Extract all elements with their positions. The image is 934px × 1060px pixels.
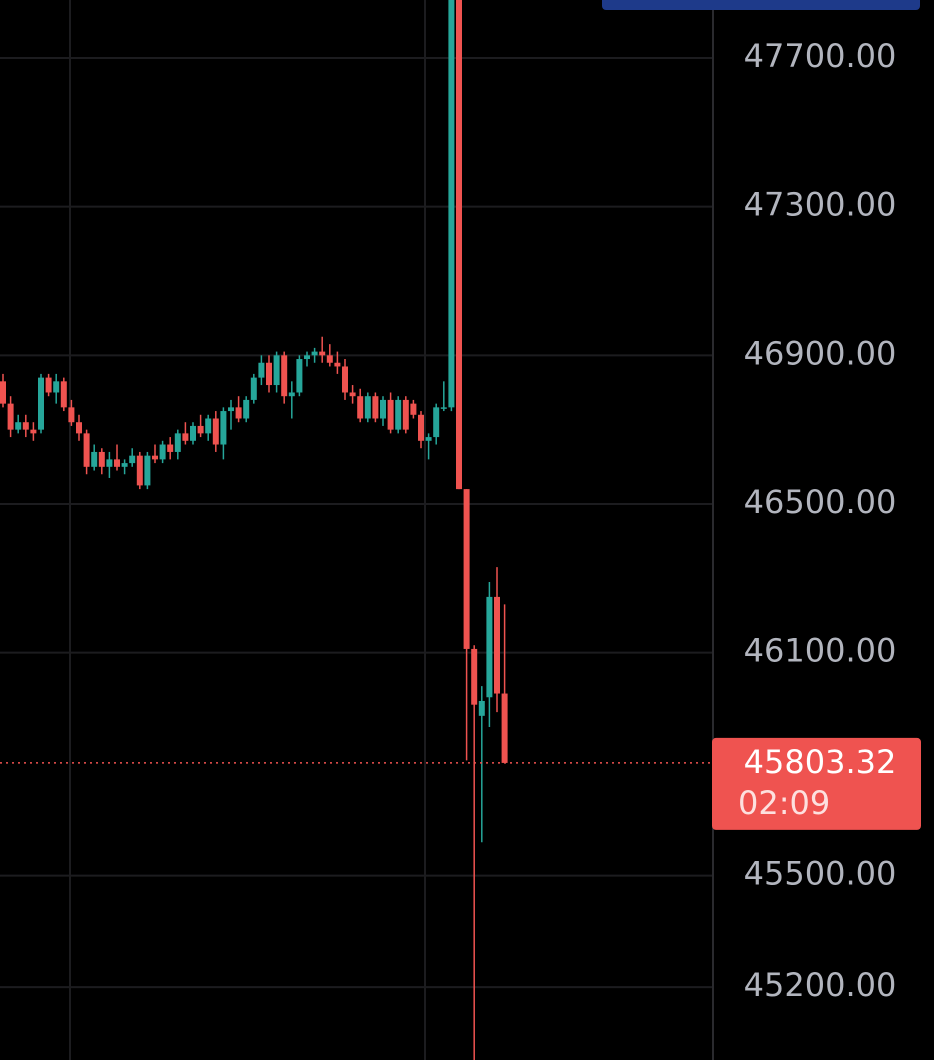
y-tick-label: 46900.00 xyxy=(744,334,897,372)
candle-body xyxy=(38,377,44,430)
candle-body xyxy=(205,418,212,434)
candle-body xyxy=(395,399,402,430)
candle-body xyxy=(463,489,470,649)
candle-body xyxy=(106,459,113,467)
candle-body xyxy=(136,455,143,486)
candle-body xyxy=(53,381,60,393)
candle-body xyxy=(235,407,242,419)
candle-body xyxy=(410,403,417,415)
candle-body xyxy=(387,399,394,430)
candle-body xyxy=(152,455,158,460)
candle-body xyxy=(349,392,356,397)
candle-body xyxy=(281,355,288,397)
y-tick-label: 45500.00 xyxy=(744,855,897,893)
last-price-box xyxy=(712,737,921,830)
candle-body xyxy=(456,0,462,490)
countdown-label: 02:09 xyxy=(738,784,830,822)
y-tick-label: 46100.00 xyxy=(744,632,897,670)
candle-body xyxy=(114,459,120,467)
candle-body xyxy=(30,429,37,434)
candle-body xyxy=(304,355,310,360)
candle-body xyxy=(402,399,409,430)
candle-body xyxy=(83,433,90,467)
candle-body xyxy=(91,451,98,467)
candle-body xyxy=(357,396,364,419)
candle-body xyxy=(22,422,29,430)
candle-body xyxy=(433,407,440,438)
candle-body xyxy=(212,418,219,445)
candle-body xyxy=(0,381,6,404)
candle-body xyxy=(372,396,379,419)
candle-body xyxy=(288,392,295,397)
candle-body xyxy=(486,596,493,698)
candle-body xyxy=(197,425,204,434)
y-tick-label: 47300.00 xyxy=(744,186,897,224)
candle-body xyxy=(243,399,250,419)
y-tick-label: 46500.00 xyxy=(744,483,897,521)
candle-body xyxy=(296,359,303,393)
candle-body xyxy=(471,648,478,705)
candle-body xyxy=(174,433,181,452)
candle-body xyxy=(7,403,14,430)
candle-body xyxy=(182,433,189,441)
candle-body xyxy=(418,414,424,441)
candle-body xyxy=(440,407,447,409)
candle-body xyxy=(60,381,67,408)
candle-body xyxy=(425,437,432,441)
candle-body xyxy=(159,444,166,460)
candle-body xyxy=(220,411,227,445)
candle-body xyxy=(478,700,485,716)
candle-body xyxy=(121,463,128,467)
candle-body xyxy=(98,451,105,467)
y-tick-label: 45200.00 xyxy=(744,966,897,1004)
candle-body xyxy=(129,455,136,464)
candle-body xyxy=(326,355,333,363)
candle-body xyxy=(45,377,52,393)
candle-body xyxy=(258,362,265,378)
y-tick-label: 47700.00 xyxy=(744,37,897,75)
candle-body xyxy=(68,407,75,423)
last-price-label: 45803.32 xyxy=(744,743,897,781)
candle-body xyxy=(334,362,341,367)
candle-body xyxy=(501,693,508,763)
candle-body xyxy=(228,407,234,412)
candle-body xyxy=(380,399,386,419)
candle-body xyxy=(494,596,500,694)
candle-body xyxy=(15,422,22,430)
candle-body xyxy=(144,455,151,486)
candle-body xyxy=(311,351,318,356)
candle-body xyxy=(76,422,82,434)
candle-body xyxy=(250,377,257,400)
candle-body xyxy=(319,351,326,356)
candle-body xyxy=(167,444,174,452)
candle-body xyxy=(342,366,348,393)
candle-body xyxy=(364,396,371,419)
candle-body xyxy=(448,0,455,408)
candle-body xyxy=(273,355,280,386)
candle-body xyxy=(266,362,272,386)
candle-body xyxy=(190,425,196,441)
top-badge xyxy=(602,0,920,10)
